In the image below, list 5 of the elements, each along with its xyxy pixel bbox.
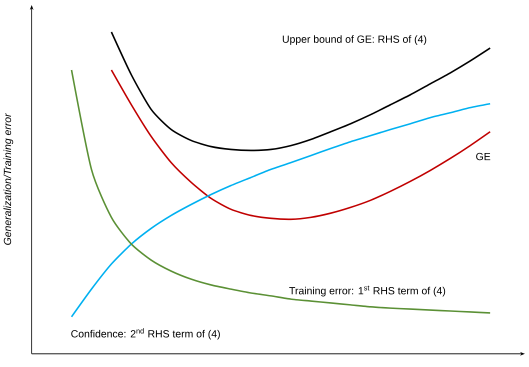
annotation: Training error: 1$^{st}$ RHS term of (4) <box>289 286 446 297</box>
y-axis-title: Generalization/Training error <box>3 113 14 245</box>
annotation: GE <box>476 152 490 160</box>
annotation: Upper bound of GE: RHS of (4) <box>282 35 426 46</box>
annotation: Confidence: 2$^{nd}$ RHS term of (4) <box>71 328 220 340</box>
